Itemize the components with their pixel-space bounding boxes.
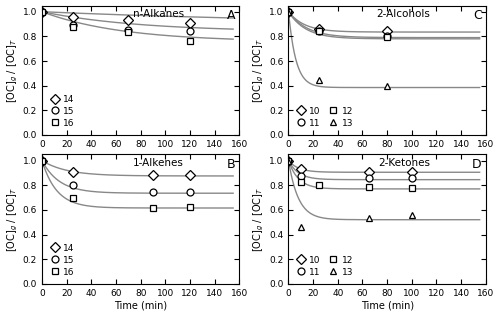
Text: 2-Alcohols: 2-Alcohols [376, 9, 430, 20]
Legend: 10, 11, 12, 13: 10, 11, 12, 13 [293, 253, 356, 279]
Y-axis label: [OC]$_g$ / [OC]$_T$: [OC]$_g$ / [OC]$_T$ [252, 186, 266, 252]
Text: n-Alkanes: n-Alkanes [133, 9, 184, 20]
Text: C: C [473, 9, 482, 22]
Legend: 14, 15, 16: 14, 15, 16 [46, 92, 77, 131]
Y-axis label: [OC]$_g$ / [OC]$_T$: [OC]$_g$ / [OC]$_T$ [6, 186, 20, 252]
Text: D: D [472, 158, 482, 171]
Y-axis label: [OC]$_g$ / [OC]$_T$: [OC]$_g$ / [OC]$_T$ [252, 38, 266, 103]
X-axis label: Time (min): Time (min) [114, 301, 167, 310]
Legend: 10, 11, 12, 13: 10, 11, 12, 13 [293, 104, 356, 131]
X-axis label: Time (min): Time (min) [360, 301, 414, 310]
Text: B: B [226, 158, 235, 171]
Legend: 14, 15, 16: 14, 15, 16 [46, 241, 77, 279]
Text: 2-Ketones: 2-Ketones [378, 158, 430, 168]
Y-axis label: [OC]$_g$ / [OC]$_T$: [OC]$_g$ / [OC]$_T$ [6, 38, 20, 103]
Text: A: A [227, 9, 235, 22]
Text: 1-Alkenes: 1-Alkenes [133, 158, 184, 168]
